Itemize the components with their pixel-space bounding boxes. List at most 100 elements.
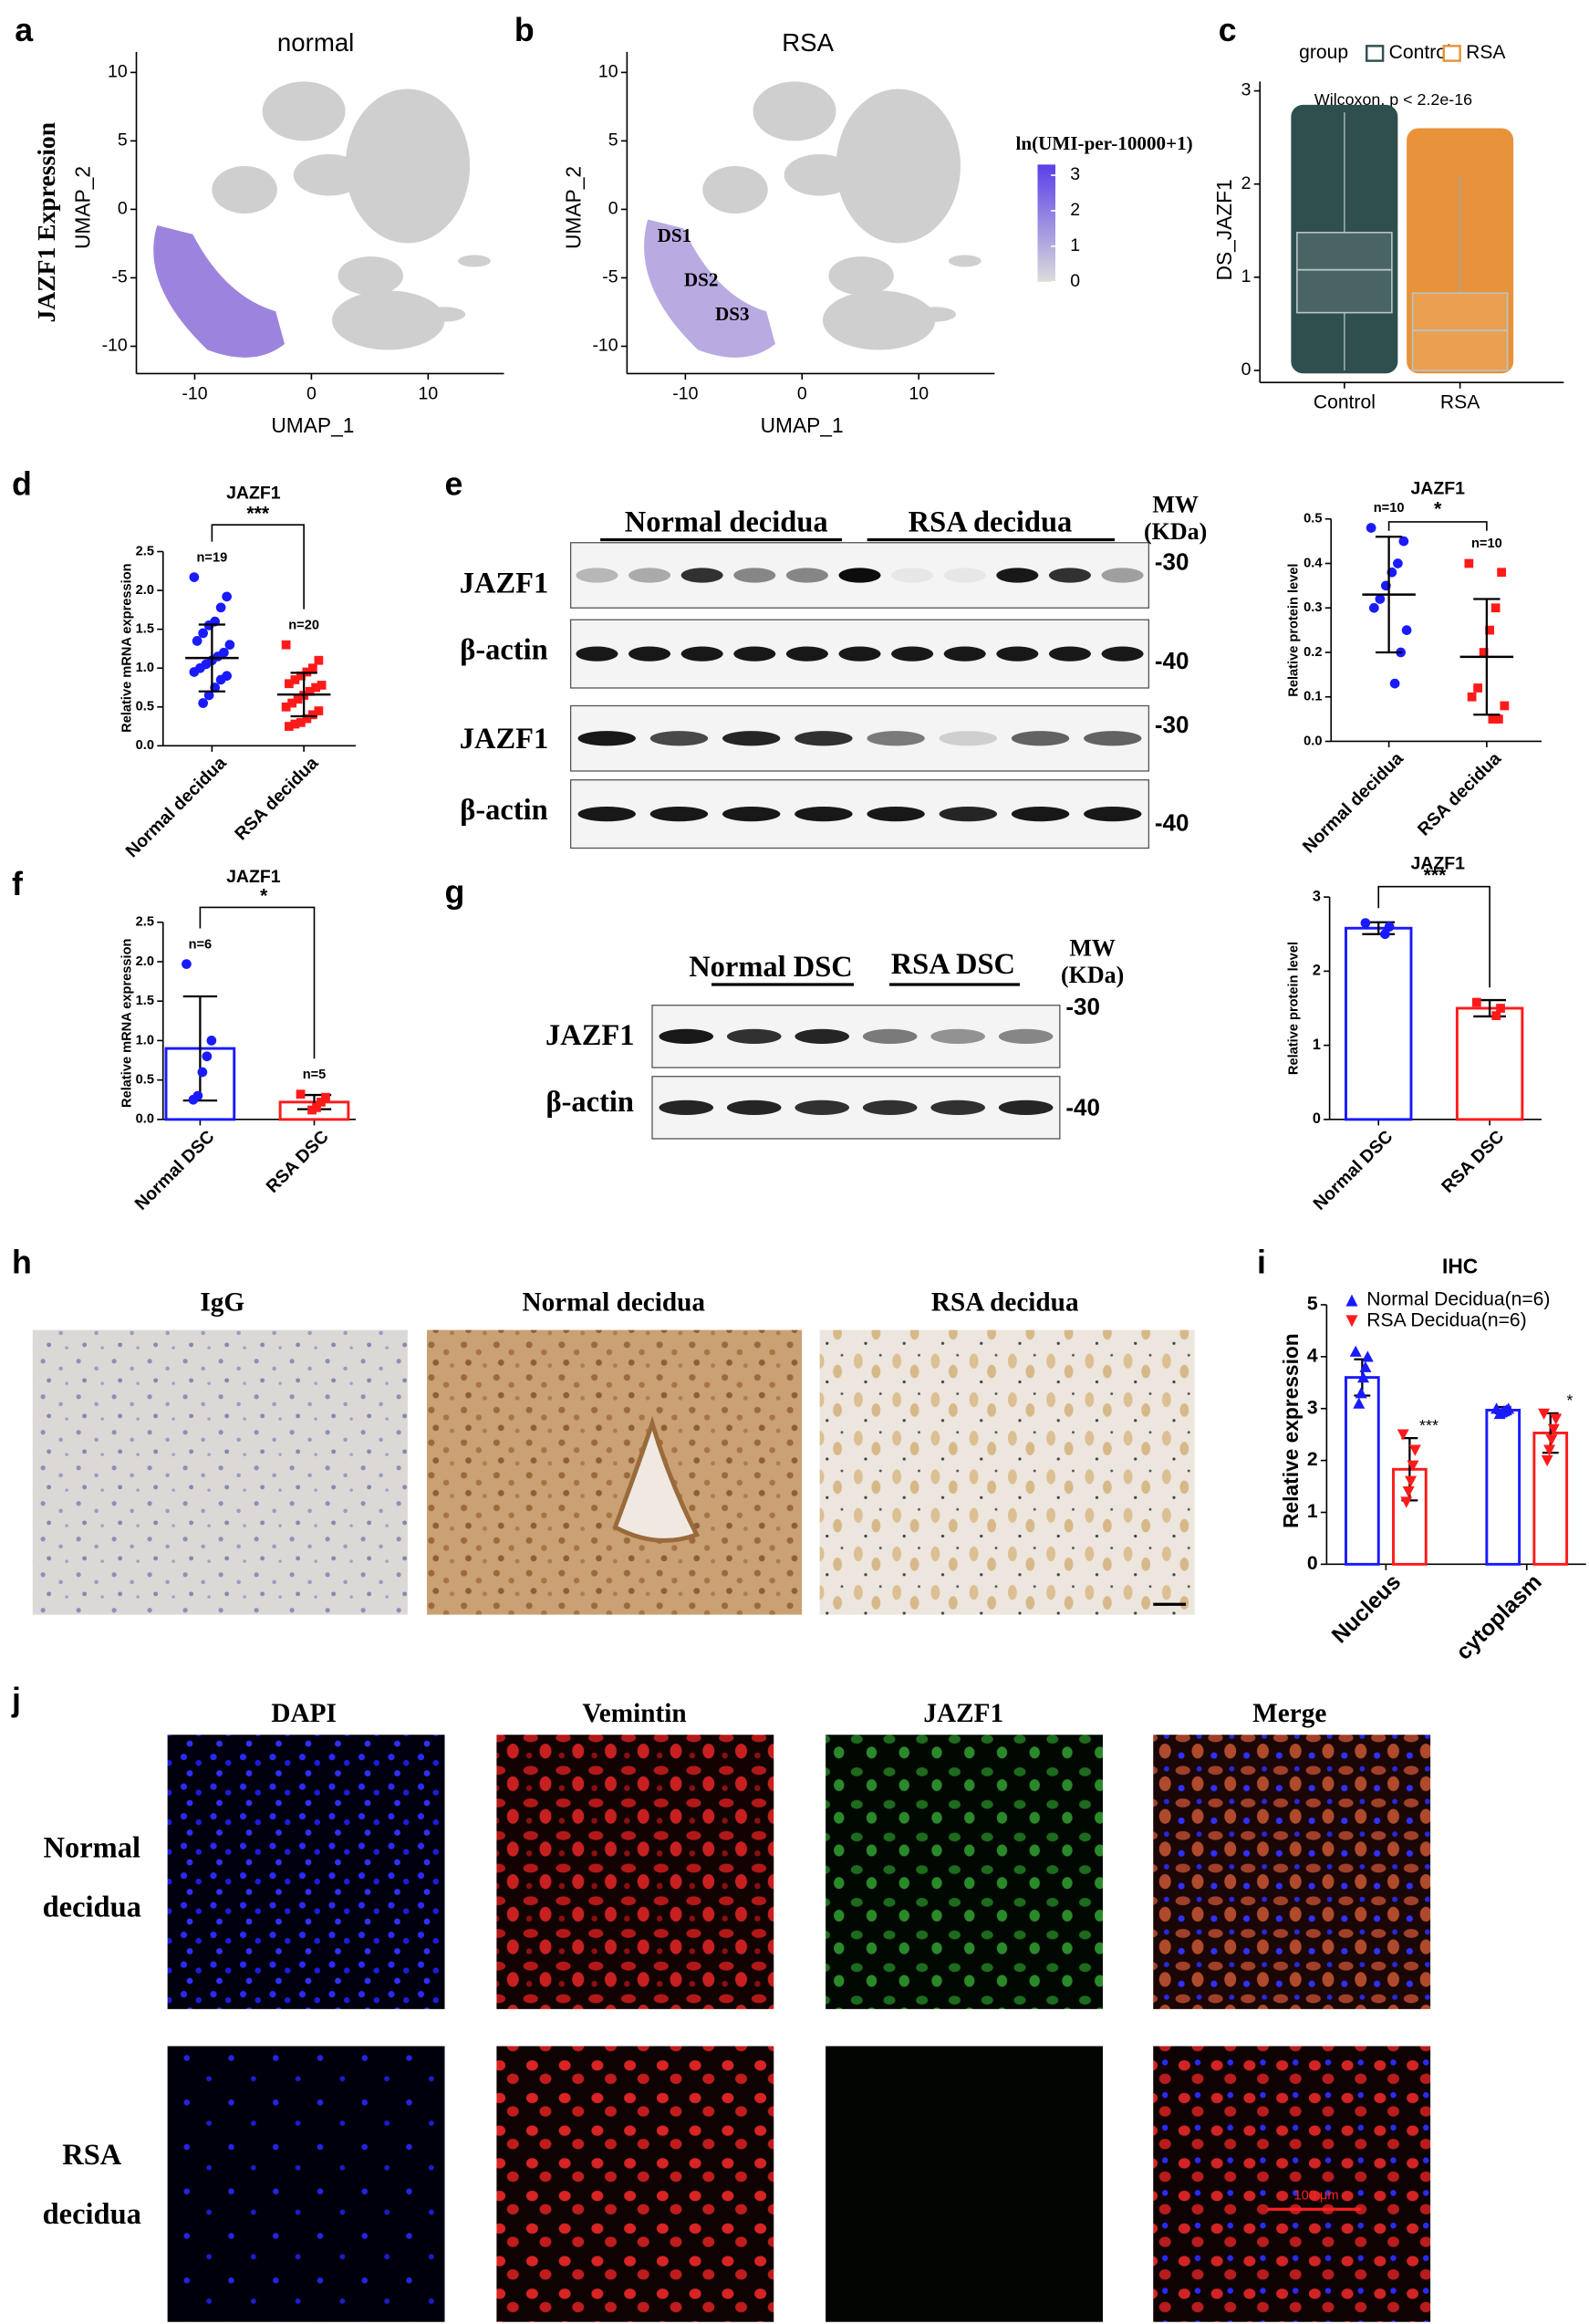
- data-point: [312, 1103, 321, 1112]
- data-point: [1407, 1460, 1419, 1472]
- data-point: [189, 667, 200, 677]
- chart-title: normal: [277, 28, 354, 57]
- x-tick-label: cytoplasm: [1451, 1569, 1546, 1664]
- y-axis-label: Relative protein level: [1286, 564, 1301, 697]
- data-point: [281, 702, 291, 712]
- data-point: [1380, 929, 1390, 940]
- y-tick-label: 1.0: [136, 661, 154, 675]
- data-point: [1400, 1496, 1413, 1508]
- blot-row-label: β-actin: [460, 633, 548, 666]
- y-tick-label: 0.0: [136, 738, 154, 753]
- group-label: RSA DSC: [891, 948, 1015, 981]
- panel-letter: b: [514, 12, 535, 48]
- data-point: [1353, 1397, 1366, 1409]
- data-point: [1355, 1387, 1367, 1399]
- blot-band: [785, 646, 828, 662]
- panel-letter: h: [12, 1245, 32, 1281]
- data-point: [296, 1089, 306, 1099]
- data-point: [311, 683, 321, 693]
- mw-marker: -30: [1155, 711, 1189, 738]
- data-point: [1490, 603, 1501, 613]
- blot-band: [794, 1028, 849, 1044]
- row-label: RSA: [62, 2139, 122, 2172]
- y-axis-label: Relative protein level: [1286, 942, 1301, 1075]
- chart-title: IHC: [1442, 1254, 1478, 1277]
- blot-band: [939, 806, 998, 822]
- ihc-gland: [612, 1415, 701, 1543]
- colorbar-tick-label: 2: [1070, 200, 1080, 220]
- blot-band: [628, 568, 671, 583]
- x-tick-label: -10: [182, 383, 207, 403]
- data-point: [1464, 558, 1474, 568]
- data-point: [1500, 701, 1510, 711]
- data-point: [317, 1097, 326, 1107]
- data-point: [1369, 602, 1379, 613]
- y-tick-label: 0: [608, 199, 618, 219]
- data-point: [1402, 1486, 1415, 1498]
- data-point: [321, 1092, 330, 1102]
- data-point: [281, 640, 291, 650]
- colorbar-title: ln(UMI-per-10000+1): [1016, 132, 1193, 154]
- blot-band: [577, 731, 636, 746]
- data-point: [1349, 1345, 1362, 1357]
- y-tick-label: 5: [608, 130, 618, 151]
- data-point: [302, 714, 312, 724]
- data-point: [314, 706, 324, 715]
- y-tick-label: 0: [1307, 1553, 1318, 1574]
- if-image: [826, 1735, 1103, 2009]
- data-point: [308, 710, 317, 720]
- data-point: [293, 694, 303, 704]
- umap-cloud-a: [153, 81, 491, 358]
- data-point: [215, 674, 226, 685]
- data-point: [1408, 1444, 1421, 1456]
- blot-band: [867, 731, 925, 746]
- annotation: ***: [1419, 1416, 1438, 1434]
- blot-band: [996, 646, 1039, 662]
- y-tick-label: 5: [118, 130, 128, 151]
- annotation: Wilcoxon, p < 2.2e-16: [1314, 90, 1472, 109]
- blot-band: [939, 731, 998, 746]
- annotation: DS2: [684, 269, 719, 291]
- y-tick-label: 5: [1307, 1294, 1318, 1315]
- blot-band: [680, 646, 723, 662]
- bar: [1455, 1006, 1524, 1121]
- x-tick-label: RSA DSC: [1438, 1127, 1508, 1197]
- y-axis-label: Relative mRNA expression: [120, 938, 135, 1107]
- data-point: [182, 959, 192, 969]
- legend-marker: [1345, 1294, 1358, 1307]
- panel-letter: g: [445, 873, 465, 910]
- annotation: *: [1566, 1391, 1573, 1410]
- y-tick-label: 0.3: [1303, 600, 1322, 615]
- chart-title: JAZF1: [226, 483, 281, 503]
- y-tick-label: 1.5: [136, 622, 154, 637]
- blot-band: [838, 646, 881, 662]
- blot-band: [1084, 806, 1142, 822]
- data-point: [1375, 594, 1386, 604]
- image-title: Normal decidua: [522, 1288, 705, 1318]
- image-title: IgG: [200, 1288, 244, 1318]
- y-tick-label: 0: [118, 199, 128, 219]
- blot-row-label: JAZF1: [460, 567, 548, 599]
- significance-bracket: [211, 524, 305, 610]
- y-tick-label: 1: [1313, 1037, 1321, 1053]
- ihc-image: [427, 1329, 803, 1615]
- data-point: [307, 1105, 317, 1115]
- legend-marker: [1366, 45, 1385, 62]
- data-point: [1393, 558, 1403, 568]
- blot-band: [891, 646, 934, 662]
- row-label: Normal: [44, 1831, 140, 1864]
- blot-band: [794, 806, 853, 822]
- significance: ***: [246, 503, 269, 524]
- y-tick-label: 0.2: [1303, 645, 1322, 660]
- data-point: [308, 663, 317, 673]
- blot-band: [943, 646, 986, 662]
- panel-letter: a: [15, 12, 34, 48]
- x-tick-label: Normal decidua: [1299, 748, 1407, 857]
- scale-bar-label: 100 μm: [1293, 2188, 1338, 2203]
- data-point: [1360, 918, 1371, 928]
- data-point: [206, 1036, 217, 1046]
- data-point: [317, 681, 327, 690]
- n-label: n=19: [197, 550, 228, 565]
- colorbar-tick-label: 1: [1070, 235, 1080, 255]
- error-bar: [1375, 536, 1403, 654]
